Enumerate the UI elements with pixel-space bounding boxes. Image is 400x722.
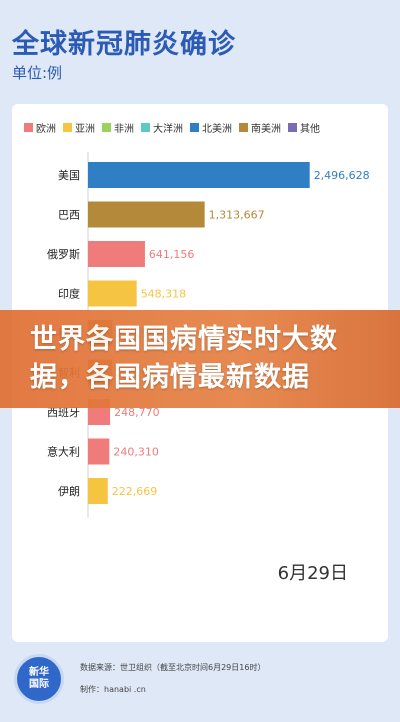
data-source: 数据来源：世卫组织（截至北京时间6月29日16时） <box>80 663 266 672</box>
legend-item: 欧洲 <box>24 120 56 135</box>
legend-label: 欧洲 <box>36 124 56 135</box>
legend-swatch <box>102 123 111 132</box>
legend-swatch <box>288 123 297 132</box>
category-label: 意大利 <box>47 445 80 459</box>
bar <box>88 438 110 465</box>
legend-item: 南美洲 <box>239 120 281 135</box>
legend-item: 大洋洲 <box>141 120 183 135</box>
legend-swatch <box>141 123 150 132</box>
chart-title: 全球新冠肺炎确诊 <box>12 29 236 60</box>
value-label: 248,770 <box>114 406 160 419</box>
date-label: 6月29日 <box>277 563 348 584</box>
category-label: 西班牙 <box>47 406 80 419</box>
bar <box>88 478 108 504</box>
category-label: 巴西 <box>58 209 80 222</box>
banner-text: 世界各国国病情实时大数据，各国病情最新数据 <box>30 324 338 393</box>
legend-swatch <box>239 123 248 132</box>
category-label: 美国 <box>58 169 80 182</box>
legend-label: 其他 <box>300 124 320 135</box>
legend-swatch <box>190 123 199 132</box>
value-label: 240,310 <box>113 446 159 459</box>
legend-item: 亚洲 <box>63 120 95 135</box>
footer: 新华国际 数据来源：世卫组织（截至北京时间6月29日16时） 制作：hanabi… <box>0 642 400 722</box>
value-label: 222,669 <box>112 485 158 498</box>
bar <box>88 241 145 267</box>
legend-label: 大洋洲 <box>153 124 183 135</box>
value-label: 641,156 <box>149 248 195 261</box>
legend-label: 非洲 <box>114 124 134 135</box>
bar <box>88 162 310 188</box>
legend-item: 非洲 <box>102 120 134 135</box>
headline-banner: 世界各国国病情实时大数据，各国病情最新数据 <box>0 310 400 408</box>
maker-credit: 制作：hanabi .cn <box>80 685 146 694</box>
legend-swatch <box>24 123 33 132</box>
legend-swatch <box>63 123 72 132</box>
value-label: 2,496,628 <box>314 169 370 182</box>
legend-item: 北美洲 <box>190 120 232 135</box>
legend: 欧洲 亚洲 非洲 大洋洲 北美洲 南美洲 其他 <box>24 120 320 135</box>
value-label: 548,318 <box>141 288 187 301</box>
category-label: 伊朗 <box>58 485 80 498</box>
bar <box>88 280 137 307</box>
value-label: 1,313,667 <box>209 209 265 222</box>
category-label: 俄罗斯 <box>47 248 80 261</box>
legend-item: 其他 <box>288 120 320 135</box>
legend-label: 南美洲 <box>251 124 281 135</box>
logo-text: 新华国际 <box>29 667 49 690</box>
xinhua-logo: 新华国际 <box>14 654 64 704</box>
legend-label: 北美洲 <box>202 124 232 135</box>
unit-label: 单位:例 <box>12 64 63 82</box>
category-label: 印度 <box>58 287 80 301</box>
legend-label: 亚洲 <box>75 124 95 135</box>
bar <box>88 201 205 228</box>
